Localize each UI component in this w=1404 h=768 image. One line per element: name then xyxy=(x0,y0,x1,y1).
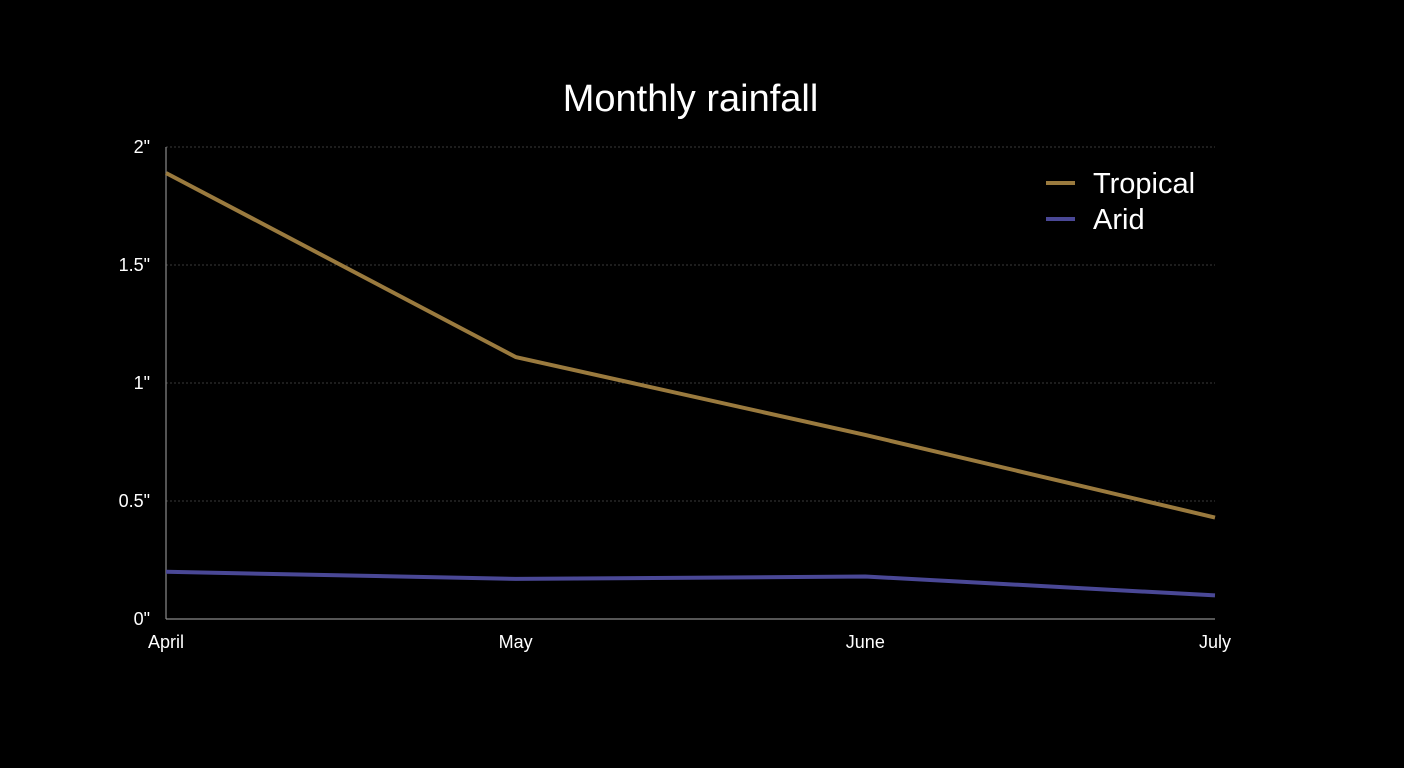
legend-label-tropical: Tropical xyxy=(1093,168,1195,200)
data-point-tropical xyxy=(1213,516,1217,520)
y-tick-label: 1.5" xyxy=(119,255,150,275)
series-lines xyxy=(164,171,1217,598)
axes xyxy=(165,147,1215,620)
data-point-tropical xyxy=(164,171,168,175)
chart-title: Monthly rainfall xyxy=(562,78,819,120)
series-line-tropical xyxy=(165,171,1216,520)
series-line-arid xyxy=(165,569,1216,598)
y-tick-label: 0.5" xyxy=(119,491,150,511)
data-point-arid xyxy=(514,577,518,581)
data-point-arid xyxy=(863,575,867,579)
x-tick-labels: April May June July xyxy=(148,632,1231,652)
y-tick-label: 1" xyxy=(134,373,150,393)
data-point-tropical xyxy=(514,355,518,359)
y-tick-labels: 0" 0.5" 1" 1.5" 2" xyxy=(119,137,150,629)
x-tick-label: May xyxy=(499,632,533,652)
y-tick-label: 2" xyxy=(134,137,150,157)
data-point-tropical xyxy=(863,433,867,437)
data-point-arid xyxy=(1213,593,1217,597)
x-tick-label: July xyxy=(1199,632,1231,652)
y-tick-label: 0" xyxy=(134,609,150,629)
data-point-arid xyxy=(164,570,168,574)
x-tick-label: June xyxy=(846,632,885,652)
legend: Tropical Arid xyxy=(1046,168,1195,236)
legend-label-arid: Arid xyxy=(1093,204,1145,236)
x-tick-label: April xyxy=(148,632,184,652)
grid-lines xyxy=(166,146,1215,502)
